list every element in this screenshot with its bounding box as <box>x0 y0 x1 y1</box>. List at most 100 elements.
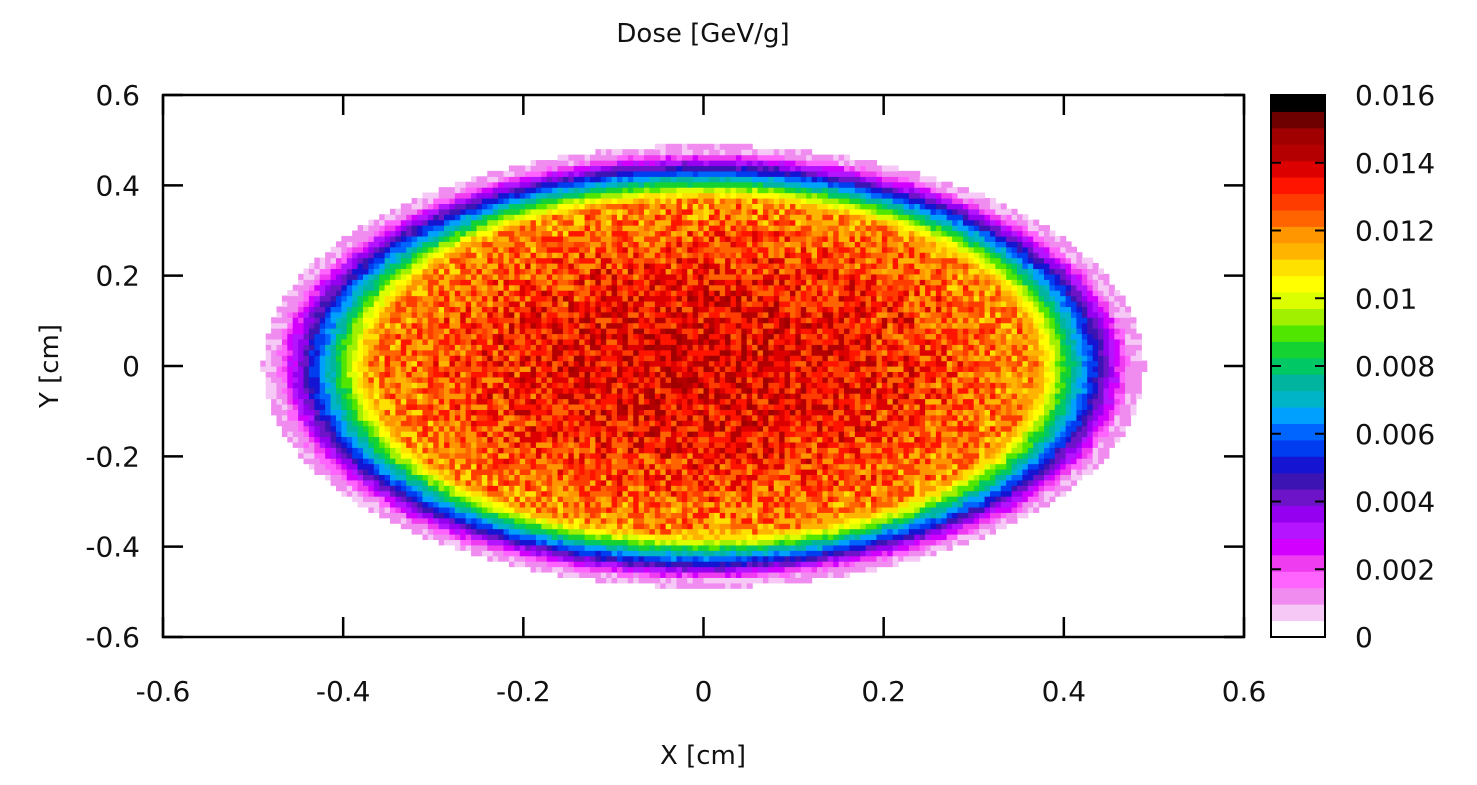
heatmap-cell <box>281 344 288 351</box>
heatmap-cell <box>433 474 440 481</box>
heatmap-cell <box>590 230 596 237</box>
heatmap-cell <box>362 252 369 259</box>
heatmap-cell <box>654 403 661 410</box>
heatmap-cell <box>417 376 424 383</box>
heatmap-cell <box>395 252 402 259</box>
heatmap-cell <box>471 414 478 421</box>
heatmap-cell <box>541 452 548 459</box>
heatmap-cell <box>568 257 575 264</box>
heatmap-cell <box>633 154 640 161</box>
heatmap-cell <box>514 214 521 221</box>
heatmap-cell <box>503 181 510 188</box>
heatmap-cell <box>644 485 651 492</box>
heatmap-cell <box>303 349 310 356</box>
heatmap-cell <box>514 550 521 557</box>
heatmap-cell <box>471 230 478 237</box>
heatmap-cell <box>379 403 386 410</box>
heatmap-cell <box>676 555 683 562</box>
heatmap-cell <box>654 170 661 177</box>
heatmap-cell <box>617 479 624 486</box>
heatmap-cell <box>649 468 656 475</box>
heatmap-cell <box>481 371 488 378</box>
heatmap-cell <box>271 409 278 416</box>
heatmap-cell <box>573 371 580 378</box>
heatmap-cell <box>644 376 651 383</box>
heatmap-cell <box>525 534 532 541</box>
heatmap-cell <box>465 479 472 486</box>
heatmap-cell <box>595 268 602 275</box>
heatmap-cell <box>498 496 505 503</box>
heatmap-cell <box>617 338 624 345</box>
heatmap-cell <box>568 436 575 443</box>
heatmap-cell <box>633 398 640 405</box>
heatmap-cell <box>573 279 580 286</box>
heatmap-cell <box>654 225 661 232</box>
heatmap-cell <box>395 474 402 481</box>
heatmap-cell <box>390 208 397 215</box>
heatmap-cell <box>325 360 332 367</box>
heatmap-cell <box>535 241 542 248</box>
heatmap-cell <box>654 214 661 221</box>
heatmap-cell <box>687 577 694 584</box>
heatmap-cell <box>508 420 515 427</box>
heatmap-cell <box>638 398 645 405</box>
heatmap-cell <box>519 436 526 443</box>
heatmap-cell <box>552 431 559 438</box>
heatmap-cell <box>546 468 553 475</box>
heatmap-cell <box>525 338 532 345</box>
heatmap-cell <box>503 376 510 383</box>
heatmap-cell <box>535 376 542 383</box>
heatmap-cell <box>644 431 651 438</box>
heatmap-cell <box>346 268 353 275</box>
heatmap-cell <box>530 409 537 416</box>
heatmap-cell <box>595 506 602 513</box>
heatmap-cell <box>471 273 478 280</box>
heatmap-cell <box>546 441 553 448</box>
heatmap-cell <box>357 349 364 356</box>
heatmap-cell <box>276 366 283 373</box>
heatmap-cell <box>573 252 580 259</box>
heatmap-cell <box>611 479 618 486</box>
heatmap-cell <box>357 463 364 470</box>
heatmap-cell <box>579 214 586 221</box>
heatmap-cell <box>368 219 375 226</box>
heatmap-cell <box>671 393 678 400</box>
heatmap-cell <box>503 555 510 562</box>
heatmap-cell <box>514 376 521 383</box>
heatmap-cell <box>476 506 483 513</box>
heatmap-cell <box>557 214 564 221</box>
heatmap-cell <box>465 371 472 378</box>
heatmap-cell <box>362 463 369 470</box>
heatmap-cell <box>617 398 624 405</box>
heatmap-cell <box>330 311 337 318</box>
heatmap-cell <box>438 268 445 275</box>
heatmap-cell <box>352 349 359 356</box>
heatmap-cell <box>590 441 596 448</box>
heatmap-cell <box>325 295 332 302</box>
heatmap-cell <box>638 371 645 378</box>
heatmap-cell <box>541 295 548 302</box>
heatmap-cell <box>335 409 342 416</box>
heatmap-cell <box>535 468 542 475</box>
heatmap-cell <box>654 219 661 226</box>
heatmap-cell <box>649 214 656 221</box>
heatmap-cell <box>584 344 591 351</box>
heatmap-cell <box>438 328 445 335</box>
heatmap-cell <box>498 479 505 486</box>
heatmap-cell <box>417 528 424 535</box>
heatmap-cell <box>622 528 629 535</box>
heatmap-cell <box>438 306 445 313</box>
heatmap-cell <box>373 468 380 475</box>
heatmap-cell <box>546 360 553 367</box>
heatmap-cell <box>379 338 386 345</box>
heatmap-cell <box>584 523 591 530</box>
heatmap-cell <box>557 431 564 438</box>
heatmap-cell <box>568 273 575 280</box>
heatmap-cell <box>400 366 407 373</box>
heatmap-cell <box>460 452 467 459</box>
heatmap-cell <box>671 317 678 324</box>
heatmap-cell <box>481 176 488 183</box>
heatmap-cell <box>525 490 532 497</box>
heatmap-cell <box>649 420 656 427</box>
heatmap-cell <box>606 225 613 232</box>
